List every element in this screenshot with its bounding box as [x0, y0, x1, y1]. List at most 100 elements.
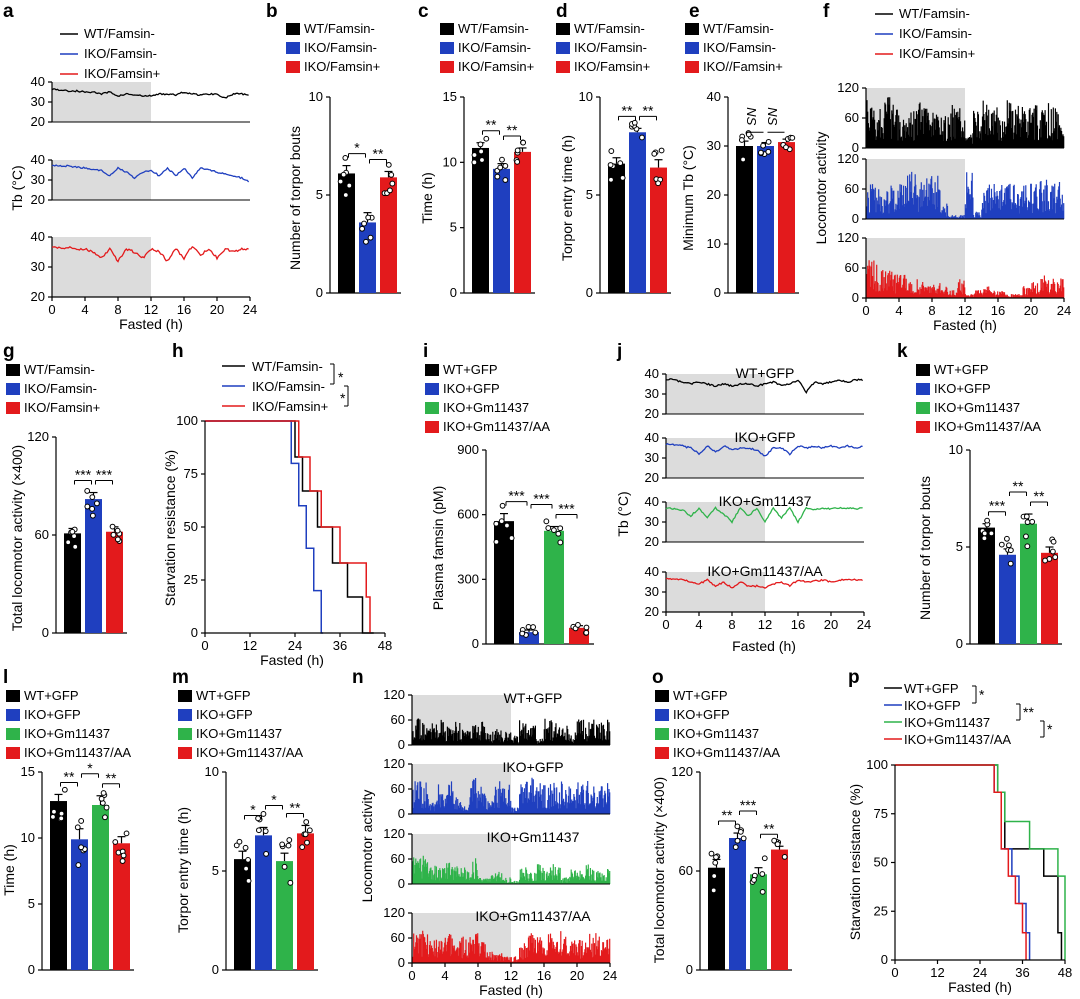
data-point	[1029, 518, 1036, 525]
bar	[750, 874, 767, 970]
bar	[92, 805, 109, 970]
y-axis-label: Time (h)	[419, 172, 435, 224]
ns-label: NS	[744, 107, 759, 125]
legend-entry: IKO+GFP	[443, 381, 500, 396]
x-tick-label: 36	[333, 638, 347, 653]
data-point	[751, 877, 757, 883]
panel-label-i: i	[423, 341, 428, 362]
legend-entry: IKO/Famsin-	[574, 40, 647, 55]
trace-title: IKO+GFP	[734, 429, 795, 445]
data-point	[365, 214, 372, 221]
y-tick-label: 10	[443, 154, 457, 169]
data-point	[303, 819, 310, 825]
data-point	[123, 830, 130, 837]
data-point	[50, 813, 56, 820]
legend-entry: IKO+Gm11437	[904, 715, 990, 730]
y-tick-label: 75	[184, 466, 198, 481]
y-tick-label: 900	[457, 442, 479, 457]
y-tick-label: 15	[443, 89, 457, 104]
data-point	[89, 505, 96, 512]
legend-entry: IKO/Famsin-	[899, 26, 972, 41]
data-point	[712, 859, 719, 866]
y-tick-label: 0	[398, 806, 405, 821]
x-tick-label: 12	[958, 303, 972, 318]
y-tick-label: 40	[31, 74, 45, 89]
panel-label-b: b	[266, 1, 278, 22]
series-line	[51, 88, 249, 99]
data-point	[759, 871, 766, 877]
y-tick-label: 10	[309, 89, 323, 104]
data-point	[494, 173, 501, 180]
legend-entry: WT/Famsin-	[24, 362, 95, 377]
data-point	[583, 624, 590, 631]
survival-curve	[895, 764, 1066, 960]
trace-title: IKO+Gm11437	[719, 493, 812, 509]
data-point	[758, 149, 764, 156]
y-tick-label: 60	[679, 863, 693, 878]
series-line	[51, 164, 250, 183]
legend-swatch	[286, 42, 300, 54]
legend-swatch	[286, 61, 300, 73]
data-point	[525, 624, 532, 630]
y-tick-label: 100	[866, 757, 888, 772]
data-point	[1023, 513, 1030, 520]
y-tick-label: 25	[184, 572, 198, 587]
data-point	[557, 539, 564, 546]
survival-curve	[895, 764, 1063, 960]
y-tick-label: 0	[398, 876, 405, 891]
x-tick-label: 16	[537, 968, 551, 983]
y-axis-label: Starvation resistance (%)	[847, 784, 863, 940]
data-point	[1006, 542, 1012, 549]
bar	[608, 163, 625, 293]
data-point	[119, 858, 126, 864]
significance-label: ***	[989, 498, 1006, 514]
data-point	[262, 828, 269, 835]
data-point	[981, 530, 988, 537]
y-tick-label: 40	[645, 494, 659, 509]
x-tick-label: 16	[791, 617, 805, 632]
y-tick-label: 0	[472, 636, 479, 651]
data-point	[761, 855, 768, 862]
data-point	[342, 192, 349, 198]
y-tick-label: 20	[645, 406, 659, 421]
data-point	[84, 503, 91, 510]
y-tick-label: 30	[645, 584, 659, 599]
legend-entry: WT/Famsin-	[574, 21, 645, 36]
legend-entry: WT/Famsin-	[458, 21, 529, 36]
significance-label: **	[1013, 478, 1024, 494]
data-point	[988, 530, 995, 537]
data-point	[740, 835, 747, 842]
data-point	[583, 629, 590, 636]
data-point	[279, 841, 286, 848]
legend-entry: IKO+Gm11437/AA	[934, 419, 1041, 434]
panel-label-h: h	[172, 341, 184, 362]
y-tick-label: 600	[457, 507, 479, 522]
data-point	[617, 160, 624, 167]
panel-label-k: k	[897, 341, 908, 362]
y-tick-label: 120	[383, 756, 405, 771]
data-point	[737, 828, 744, 835]
y-tick-label: 120	[383, 687, 405, 702]
significance-label: *	[250, 801, 256, 817]
x-tick-label: 24	[1057, 303, 1071, 318]
legend-swatch	[178, 709, 192, 721]
legend-entry: IKO/Famsin-	[24, 381, 97, 396]
bar	[778, 142, 795, 293]
y-axis-label: Torpor entry time (h)	[175, 807, 191, 933]
significance-label: **	[64, 768, 75, 784]
significance-label: ***	[533, 491, 550, 507]
y-tick-label: 5	[28, 896, 35, 911]
legend-entry: IKO+Gm11437/AA	[196, 745, 303, 760]
data-point	[51, 808, 57, 815]
data-point	[385, 161, 392, 168]
fasting-shade	[666, 572, 765, 612]
y-axis-label: Number of torpor bouts	[287, 126, 303, 270]
x-tick-label: 12	[930, 965, 944, 980]
data-point	[532, 629, 539, 636]
y-axis-label: Plasma famsin (pM)	[430, 486, 446, 610]
legend-entry: WT+GFP	[443, 362, 498, 377]
data-point	[608, 148, 615, 154]
y-tick-label: 0	[686, 962, 693, 977]
data-point	[388, 172, 395, 178]
